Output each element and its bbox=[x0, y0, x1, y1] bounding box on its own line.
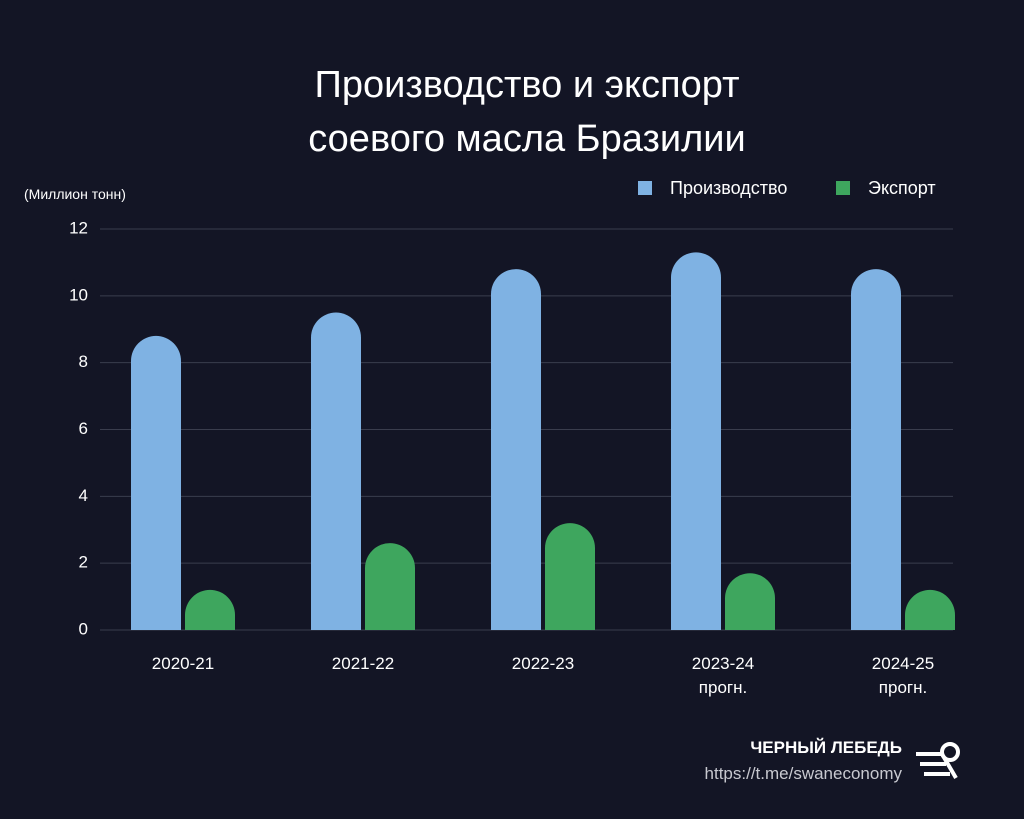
bar bbox=[851, 269, 901, 630]
y-tick-label: 10 bbox=[69, 285, 88, 304]
legend-swatch bbox=[638, 181, 652, 195]
chart-title: Производство и экспорт соевого масла Бра… bbox=[308, 64, 746, 160]
bar bbox=[131, 335, 181, 630]
bar bbox=[671, 252, 721, 630]
y-tick-label: 6 bbox=[79, 419, 88, 438]
y-tick-label: 12 bbox=[69, 218, 88, 237]
legend-swatch bbox=[836, 181, 850, 195]
y-tick-label: 8 bbox=[79, 352, 88, 371]
bar bbox=[185, 589, 235, 630]
y-tick-label: 0 bbox=[79, 619, 88, 638]
x-tick-label: 2021-22 bbox=[331, 654, 395, 673]
bar bbox=[491, 269, 541, 630]
x-tick-label: 2023-24 прогн. bbox=[691, 654, 755, 697]
y-tick-label: 4 bbox=[79, 486, 88, 505]
bar bbox=[311, 312, 361, 630]
logo bbox=[916, 742, 960, 780]
bar bbox=[725, 573, 775, 630]
x-tick-label: 2024-25 прогн. bbox=[871, 654, 935, 697]
footer-link[interactable]: https://t.me/swaneconomy bbox=[704, 764, 902, 783]
legend-label: Производство bbox=[670, 178, 787, 198]
bar bbox=[545, 523, 595, 630]
y-axis-label: (Миллион тонн) bbox=[24, 186, 126, 202]
x-tick-label: 2022-23 bbox=[511, 654, 575, 673]
footer-brand: ЧЕРНЫЙ ЛЕБЕДЬ bbox=[750, 738, 902, 757]
legend-label: Экспорт bbox=[868, 178, 936, 198]
x-tick-label: 2020-21 bbox=[151, 654, 215, 673]
y-tick-label: 2 bbox=[79, 553, 88, 572]
bar bbox=[365, 543, 415, 630]
bar bbox=[905, 589, 955, 630]
